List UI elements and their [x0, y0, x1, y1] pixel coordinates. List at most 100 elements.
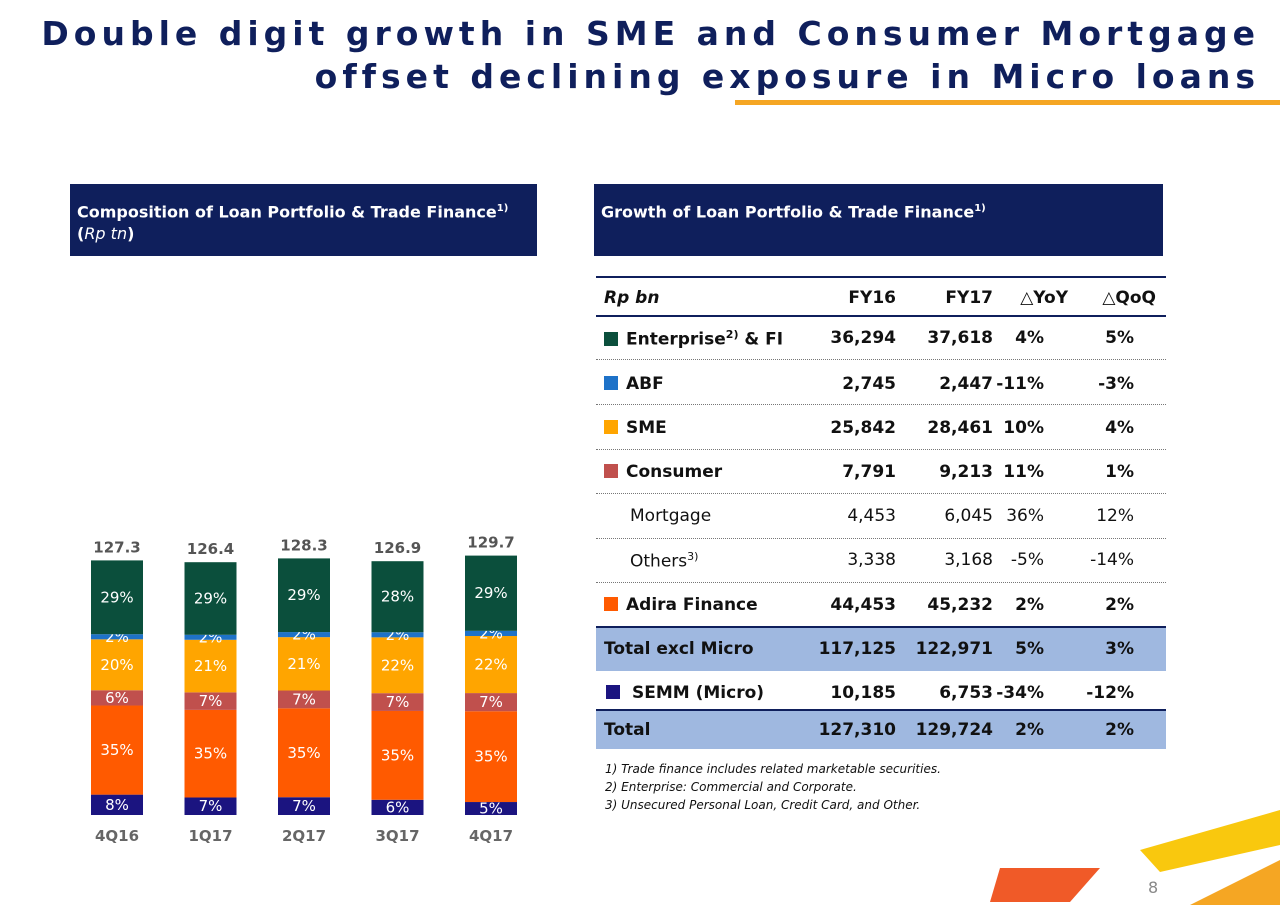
consumer-legend-swatch [604, 464, 618, 478]
bar-total-label: 126.4 [187, 540, 234, 558]
segment-label: 22% [474, 656, 507, 674]
left-header-unit: Rp tn [84, 224, 128, 244]
stacked-bar-chart: 8%35%6%20%2%29%127.34Q167%35%7%21%2%29%1… [91, 534, 517, 845]
total-excl-micro-rule [596, 626, 1166, 628]
brand-swoosh-red [990, 868, 1100, 902]
bar-segment [465, 693, 517, 712]
cell-fy17: 6,753 [939, 683, 993, 703]
others-footnote-ref: 3) [687, 550, 699, 563]
cell-fy16: 36,294 [830, 328, 896, 348]
cell-qoq: 4% [1105, 418, 1134, 438]
segment-label: 35% [100, 741, 133, 759]
segment-label: 29% [100, 588, 133, 606]
bar-segment [278, 690, 330, 709]
x-tick-label: 2Q17 [282, 827, 326, 845]
cell-fy17: 28,461 [927, 418, 993, 438]
segment-label: 21% [287, 655, 320, 673]
adira-legend-swatch [604, 597, 618, 611]
cell-fy16: 44,453 [830, 595, 896, 615]
cell-yoy: -11% [996, 374, 1044, 394]
total-rule [596, 709, 1166, 711]
segment-label: 5% [479, 800, 503, 818]
brand-swoosh-yellow [1140, 810, 1280, 872]
segment-label: 7% [199, 797, 223, 815]
cell-fy17: 3,168 [944, 550, 993, 570]
cell-yoy: 5% [1015, 639, 1044, 659]
cell-fy16: 2,745 [842, 374, 896, 394]
bar-segment [91, 794, 143, 815]
bar-segment [465, 711, 517, 803]
bar-segment [278, 797, 330, 815]
brand-swoosh-orange [1190, 860, 1280, 905]
bar-segment [184, 709, 237, 798]
cell-fy16: 117,125 [818, 639, 896, 659]
left-header-unit-open: ( [77, 224, 85, 244]
cell-qoq: 5% [1105, 328, 1134, 348]
right-header-text: Growth of Loan Portfolio & Trade Finance [601, 202, 975, 222]
slide-title-line-1: Double digit growth in SME and Consumer … [41, 14, 1260, 53]
cell-fy17: 122,971 [915, 639, 993, 659]
segment-label: 7% [386, 693, 410, 711]
bar-segment [184, 797, 237, 815]
segment-label: 35% [194, 745, 227, 763]
bar-segment [278, 637, 330, 691]
segment-label: 35% [287, 744, 320, 762]
x-tick-label: 4Q17 [469, 827, 513, 845]
cell-yoy: 36% [1006, 506, 1044, 526]
bar-segment [278, 632, 330, 638]
bar-total-label: 128.3 [280, 536, 327, 554]
bar-segment [91, 634, 143, 640]
row-divider [596, 404, 1166, 405]
segment-label: 29% [194, 589, 227, 607]
header-fy17: FY17 [945, 288, 993, 308]
sme-legend-swatch [604, 420, 618, 434]
bar-total-label: 129.7 [467, 534, 514, 552]
row-label: Adira Finance [604, 595, 758, 615]
bar-segment [465, 802, 517, 815]
footnote-2: 2) Enterprise: Commercial and Corporate. [605, 780, 857, 794]
cell-fy17: 37,618 [927, 328, 993, 348]
cell-qoq: -12% [1086, 683, 1134, 703]
bar-segment [371, 561, 424, 633]
segment-label: 7% [199, 692, 223, 710]
cell-yoy: 10% [1003, 418, 1044, 438]
cell-yoy: 2% [1015, 720, 1044, 740]
cell-yoy: 11% [1003, 462, 1044, 482]
right-header-footnote-ref: 1) [974, 203, 986, 214]
slide-title-line-2: offset declining exposure in Micro loans [314, 57, 1260, 96]
cell-fy17: 45,232 [927, 595, 993, 615]
row-divider [596, 359, 1166, 360]
segment-label: 22% [381, 656, 414, 674]
enterprise-legend-swatch [604, 331, 618, 346]
semm-legend-swatch [606, 685, 620, 699]
sme-label: SME [626, 418, 667, 438]
bar-segment [371, 799, 424, 815]
bar-segment [91, 639, 143, 691]
bar-segment [91, 705, 143, 795]
bar-segment [371, 710, 424, 800]
cell-fy17: 2,447 [939, 374, 993, 394]
cell-yoy: 4% [1015, 328, 1044, 348]
header-fy16: FY16 [848, 288, 896, 308]
segment-label: 20% [100, 656, 133, 674]
segment-label: 29% [287, 586, 320, 604]
adira-label: Adira Finance [626, 595, 758, 615]
cell-qoq: 3% [1105, 639, 1134, 659]
page-number: 8 [1148, 878, 1159, 897]
cell-fy17: 129,724 [915, 720, 993, 740]
segment-label: 21% [194, 657, 227, 675]
row-divider [596, 449, 1166, 450]
cell-qoq: -14% [1090, 550, 1134, 570]
bar-segment [278, 558, 330, 633]
segment-label: 6% [105, 689, 129, 707]
header-unit: Rp bn [604, 288, 660, 308]
bar-segment [91, 690, 143, 706]
bar-segment [184, 562, 237, 635]
footnote-3: 3) Unsecured Personal Loan, Credit Card,… [605, 798, 921, 812]
table-top-rule [596, 276, 1166, 278]
row-label: Consumer [604, 462, 722, 482]
bar-segment [278, 708, 330, 798]
cell-fy16: 25,842 [830, 418, 896, 438]
segment-label: 29% [474, 584, 507, 602]
cell-fy17: 6,045 [944, 506, 993, 526]
